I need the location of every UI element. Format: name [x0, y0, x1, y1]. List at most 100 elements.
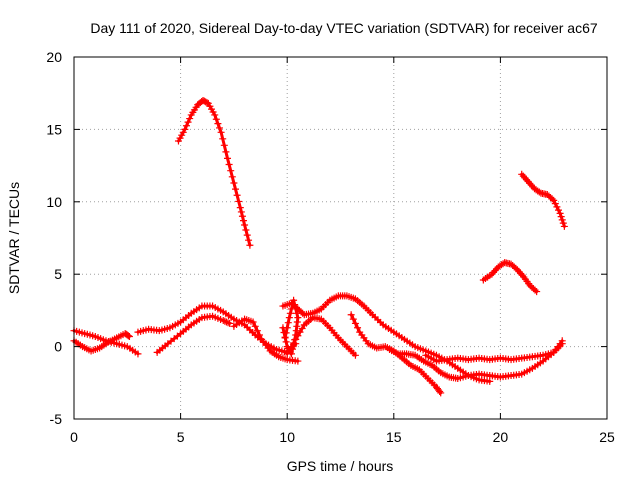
x-axis-label: GPS time / hours	[287, 458, 394, 474]
data-point-marker	[283, 324, 291, 332]
data-point-marker	[282, 338, 290, 346]
data-point-marker	[212, 115, 220, 123]
data-point-marker	[222, 148, 230, 156]
x-tick-label: 5	[177, 429, 185, 445]
data-point-marker	[559, 219, 567, 227]
data-point-marker	[231, 185, 239, 193]
data-point-marker	[219, 317, 227, 325]
data-point-marker	[246, 241, 254, 249]
data-point-marker	[245, 236, 253, 244]
data-point-marker	[230, 179, 238, 187]
data-point-marker	[243, 231, 251, 239]
series-arc-d	[70, 327, 142, 358]
data-point-marker	[290, 340, 298, 348]
data-point-marker	[281, 334, 289, 342]
data-point-marker	[349, 315, 357, 323]
data-point-marker	[294, 314, 302, 322]
data-point-marker	[551, 200, 559, 208]
y-tick-label: 5	[54, 266, 62, 282]
data-point-marker	[548, 195, 556, 203]
data-point-marker	[290, 296, 298, 304]
x-tick-label: 25	[599, 429, 615, 445]
data-point-marker	[289, 301, 297, 309]
data-point-marker	[294, 357, 302, 365]
x-tick-label: 20	[493, 429, 509, 445]
data-point-marker	[512, 264, 520, 272]
data-point-marker	[182, 122, 190, 130]
data-point-marker	[558, 337, 566, 345]
data-point-marker	[553, 203, 561, 211]
y-tick-label: -5	[50, 411, 63, 427]
series-arc-h	[230, 315, 302, 365]
data-point-marker	[235, 197, 243, 205]
data-point-marker	[293, 309, 301, 317]
data-point-marker	[554, 206, 562, 214]
data-point-marker	[284, 319, 292, 327]
data-point-marker	[225, 161, 233, 169]
data-point-marker	[285, 314, 293, 322]
data-point-marker	[184, 118, 192, 126]
data-point-marker	[560, 222, 568, 230]
data-point-marker	[125, 332, 133, 340]
data-point-marker	[351, 351, 359, 359]
data-point-marker	[217, 128, 225, 136]
data-point-marker	[134, 350, 142, 358]
data-point-marker	[186, 115, 194, 123]
x-tick-label: 15	[386, 429, 402, 445]
axis-ticks: 0 5 10 15 20 25 -5 0 5 10 15 20	[46, 49, 615, 445]
grid	[74, 57, 607, 419]
data-point-marker	[437, 389, 445, 397]
series-arc-n	[279, 296, 302, 358]
data-point-marker	[557, 213, 565, 221]
data-series-group	[70, 96, 568, 397]
series-arc-m	[422, 337, 566, 365]
data-point-marker	[241, 221, 249, 229]
data-point-marker	[228, 173, 236, 181]
data-point-marker	[531, 286, 539, 294]
data-point-marker	[221, 317, 229, 325]
data-point-marker	[203, 99, 211, 107]
data-point-marker	[224, 319, 232, 327]
x-tick-label: 10	[279, 429, 295, 445]
plot-frame	[73, 56, 608, 420]
data-point-marker	[436, 387, 444, 395]
series-line	[424, 339, 564, 363]
series-arc-a	[174, 96, 254, 249]
data-point-marker	[255, 331, 263, 339]
data-point-marker	[242, 226, 250, 234]
data-point-marker	[226, 319, 234, 327]
data-point-marker	[298, 325, 306, 332]
y-tick-label: 20	[46, 49, 62, 65]
data-point-marker	[124, 332, 132, 340]
series-arc-c	[479, 259, 541, 296]
data-point-marker	[556, 209, 564, 217]
data-point-marker	[236, 204, 244, 212]
data-point-marker	[181, 125, 189, 133]
data-point-marker	[227, 167, 235, 175]
data-point-marker	[222, 318, 230, 326]
data-point-marker	[535, 188, 543, 196]
data-point-marker	[286, 309, 294, 317]
data-point-marker	[219, 135, 227, 143]
data-point-marker	[287, 350, 295, 358]
data-point-marker	[296, 328, 304, 336]
y-tick-label: 0	[54, 339, 62, 355]
series-arc-g	[153, 312, 234, 356]
y-axis-label: SDTVAR / TECUs	[6, 182, 22, 294]
series-arc-e	[70, 330, 133, 355]
data-point-marker	[211, 111, 219, 119]
data-point-marker	[224, 154, 232, 162]
series-arc-i	[279, 292, 494, 385]
data-point-marker	[216, 124, 224, 132]
chart-title: Day 111 of 2020, Sidereal Day-to-day VTE…	[90, 20, 598, 36]
data-point-marker	[347, 311, 355, 319]
data-point-marker	[533, 288, 541, 296]
y-tick-label: 15	[46, 121, 62, 137]
data-point-marker	[289, 345, 297, 353]
series-arc-b	[518, 170, 568, 230]
data-point-marker	[214, 120, 222, 128]
data-point-marker	[299, 309, 307, 317]
data-point-marker	[253, 327, 261, 335]
x-tick-label: 0	[70, 429, 78, 445]
